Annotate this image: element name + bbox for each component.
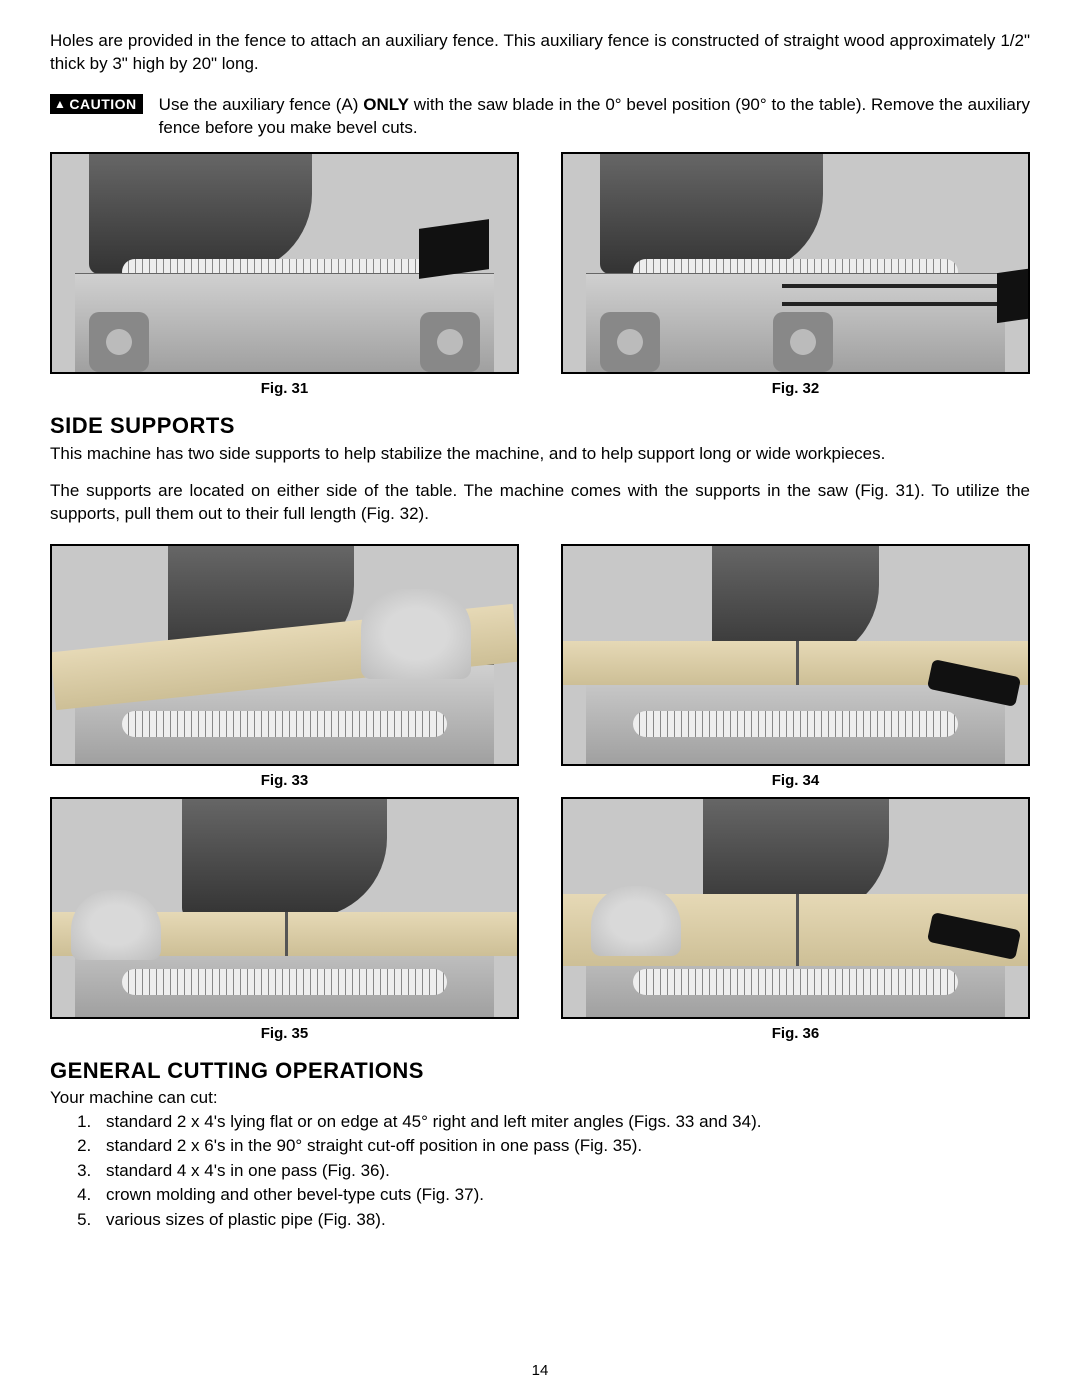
side-supports-para1: This machine has two side supports to he… — [50, 443, 1030, 466]
list-item: standard 2 x 6's in the 90° straight cut… — [96, 1134, 1030, 1159]
general-cutting-lead: Your machine can cut: — [50, 1088, 1030, 1108]
figure-34-image — [561, 544, 1030, 766]
figure-35-image — [50, 797, 519, 1019]
side-supports-heading: SIDE SUPPORTS — [50, 413, 1030, 439]
general-cutting-heading: GENERAL CUTTING OPERATIONS — [50, 1058, 1030, 1084]
list-item: crown molding and other bevel-type cuts … — [96, 1183, 1030, 1208]
caution-text-bold: ONLY — [363, 95, 409, 114]
caution-text-pre: Use the auxiliary fence (A) — [159, 95, 364, 114]
caution-badge: ▲ CAUTION — [50, 94, 143, 114]
figure-31-image — [50, 152, 519, 374]
figure-32-caption: Fig. 32 — [772, 380, 820, 397]
figure-33-image — [50, 544, 519, 766]
list-item: standard 2 x 4's lying flat or on edge a… — [96, 1110, 1030, 1135]
figure-35-caption: Fig. 35 — [261, 1025, 309, 1042]
figure-34-caption: Fig. 34 — [772, 772, 820, 789]
side-supports-para2: The supports are located on either side … — [50, 480, 1030, 526]
figure-33-caption: Fig. 33 — [261, 772, 309, 789]
warning-triangle-icon: ▲ — [54, 97, 66, 111]
list-item: standard 4 x 4's in one pass (Fig. 36). — [96, 1159, 1030, 1184]
intro-paragraph: Holes are provided in the fence to attac… — [50, 30, 1030, 76]
cutting-operations-list: standard 2 x 4's lying flat or on edge a… — [96, 1110, 1030, 1233]
caution-badge-label: CAUTION — [69, 96, 136, 112]
figure-36-caption: Fig. 36 — [772, 1025, 820, 1042]
page-number: 14 — [0, 1362, 1080, 1379]
caution-block: ▲ CAUTION Use the auxiliary fence (A) ON… — [50, 94, 1030, 140]
figure-31-caption: Fig. 31 — [261, 380, 309, 397]
caution-text: Use the auxiliary fence (A) ONLY with th… — [159, 94, 1030, 140]
figure-36-image — [561, 797, 1030, 1019]
list-item: various sizes of plastic pipe (Fig. 38). — [96, 1208, 1030, 1233]
figure-32-image — [561, 152, 1030, 374]
